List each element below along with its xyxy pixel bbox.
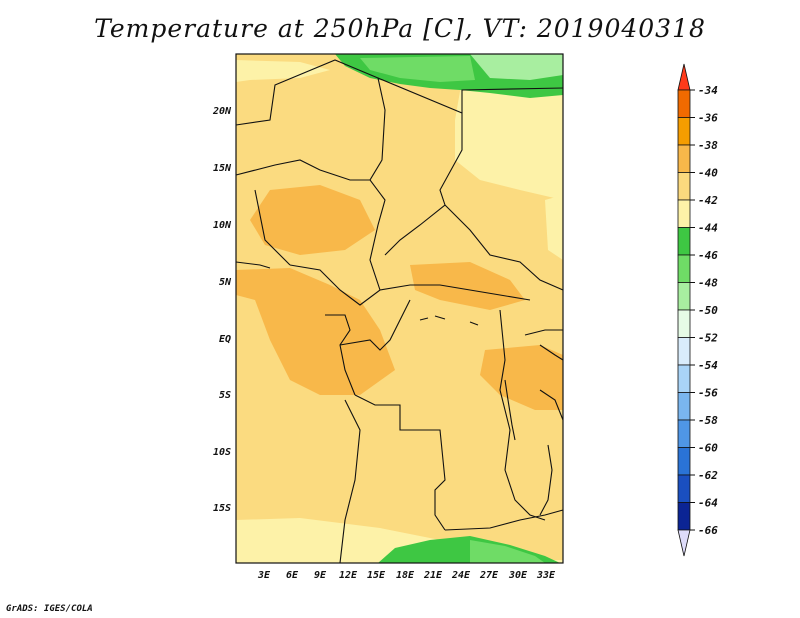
colorbar-label: -56 <box>698 387 718 400</box>
colorbar-label: -54 <box>698 359 718 372</box>
colorbar-label: -50 <box>698 304 718 317</box>
lat-label: EQ <box>219 334 231 345</box>
lat-label: 10N <box>213 220 232 231</box>
colorbar-swatch <box>677 117 691 146</box>
colorbar-label: -46 <box>698 249 718 262</box>
lon-label: 3E <box>257 570 271 581</box>
colorbar-label: -58 <box>698 414 718 427</box>
colorbar-swatch <box>677 199 691 228</box>
field-minus38-gulf <box>236 268 395 395</box>
colorbar-swatch <box>677 419 691 448</box>
colorbar-label: -36 <box>698 112 718 125</box>
colorbar-swatch <box>677 392 691 421</box>
lat-axis: 20N 15N 10N 5N EQ 5S 10S 15S <box>212 106 232 514</box>
colorbar-swatch <box>677 89 691 118</box>
lat-label: 20N <box>212 106 232 117</box>
colorbar-label: -40 <box>698 167 718 180</box>
lon-label: 6E <box>286 570 299 581</box>
colorbar-swatch <box>677 447 691 476</box>
field-minus38-nigeria <box>250 185 375 255</box>
country-borders <box>235 59 564 564</box>
colorbar-swatch <box>677 364 691 393</box>
colorbar-swatch <box>677 474 691 503</box>
colorbar-label: -34 <box>698 84 718 97</box>
grads-credit: GrADS: IGES/COLA <box>6 604 93 614</box>
lat-label: 10S <box>213 447 231 458</box>
colorbar-label: -64 <box>698 497 718 510</box>
colorbar-swatch <box>677 309 691 338</box>
field-minus42-east <box>545 195 563 260</box>
colorbar-swatch <box>677 502 691 531</box>
colorbar-swatch <box>677 172 691 201</box>
colorbar-swatch <box>677 529 691 557</box>
lon-label: 21E <box>423 570 443 581</box>
colorbar-swatch <box>677 282 691 311</box>
colorbar-label: -38 <box>698 139 718 152</box>
colorbar-label: -42 <box>698 194 718 207</box>
colorbar-swatch <box>677 337 691 366</box>
lon-label: 33E <box>536 570 556 581</box>
lon-label: 9E <box>314 570 327 581</box>
colorbar-label: -62 <box>698 469 718 482</box>
lat-label: 15N <box>213 163 232 174</box>
colorbar-label: -60 <box>698 442 718 455</box>
lon-label: 27E <box>479 570 499 581</box>
colorbar: -34 -36 -38 -40 -42 -44 -46 -48 -50 -52 -54 -56 -58 -… <box>677 63 718 557</box>
lat-label: 5S <box>219 390 231 401</box>
map-title: Temperature at 250hPa [C], VT: 201904031… <box>94 14 706 43</box>
map-panel <box>235 53 564 564</box>
colorbar-swatch <box>677 254 691 283</box>
colorbar-label: -66 <box>698 524 718 537</box>
field-minus48-north <box>470 54 563 80</box>
lon-label: 15E <box>367 570 386 581</box>
colorbar-label: -44 <box>698 222 718 235</box>
colorbar-label: -48 <box>698 277 718 290</box>
colorbar-swatch <box>677 227 691 256</box>
colorbar-swatch <box>677 144 691 173</box>
lon-label: 24E <box>451 570 471 581</box>
field-minus46-north <box>360 56 475 82</box>
lon-label: 12E <box>339 570 358 581</box>
field-minus46-south <box>470 540 545 563</box>
colorbar-swatch <box>677 63 691 91</box>
lat-label: 5N <box>219 277 232 288</box>
field-minus42-northeast <box>455 70 563 200</box>
field-minus38-car <box>410 262 525 310</box>
colorbar-label: -52 <box>698 332 718 345</box>
lon-label: 30E <box>508 570 528 581</box>
field-minus42-northwest <box>236 60 330 82</box>
lon-label: 18E <box>396 570 415 581</box>
lon-axis: 3E 6E 9E 12E 15E 18E 21E 24E 27E 30E 33E <box>257 570 556 581</box>
lat-label: 15S <box>213 503 231 514</box>
map-frame <box>235 53 564 564</box>
